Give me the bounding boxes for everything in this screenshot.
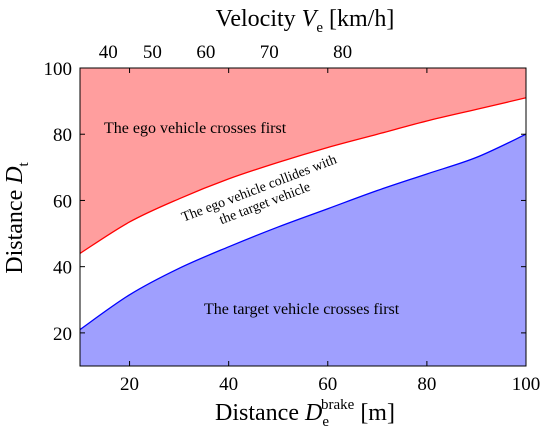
x-axis-title-sup: brake — [321, 397, 355, 413]
y-tick-label: 100 — [44, 59, 73, 80]
lower-boundary-curve — [79, 133, 527, 331]
y-tick-label: 40 — [53, 258, 72, 279]
top-axis-title-sub: e — [316, 20, 323, 36]
region-label-target: The target vehicle crosses first — [204, 301, 400, 318]
y-axis-title-symbol: D — [2, 166, 28, 184]
y-axis-title-sub: t — [16, 161, 32, 166]
top-tick-label: 70 — [260, 42, 279, 63]
upper-boundary-curve — [79, 97, 527, 254]
plot-area — [79, 68, 527, 366]
y-axis-title: Distance Dt — [2, 161, 32, 273]
top-tick-label: 60 — [196, 42, 215, 63]
top-axis-title-main: Velocity — [216, 6, 302, 32]
x-tick-label: 40 — [219, 374, 238, 395]
x-tick-label: 20 — [120, 374, 139, 395]
plot-frame — [79, 67, 527, 367]
top-tick-label: 40 — [99, 42, 118, 63]
x-tick-label: 60 — [318, 374, 337, 395]
y-tick-label: 80 — [53, 125, 72, 146]
x-tick-label: 80 — [417, 374, 436, 395]
x-tick-label: 100 — [512, 374, 541, 395]
y-axis-title-main: Distance — [2, 184, 28, 274]
x-axis-title: Distance Debrake [m] — [215, 397, 395, 430]
x-axis-title-symbol: D — [304, 400, 322, 426]
region-ego-crosses-first — [80, 68, 526, 254]
y-tick-label: 20 — [53, 324, 72, 345]
top-axis-ticks: 40 50 60 70 80 — [99, 42, 352, 63]
y-tick-label: 60 — [53, 191, 72, 212]
top-axis-title-symbol: V — [302, 6, 319, 32]
x-axis-title-unit: [m] — [354, 400, 395, 426]
region-label-ego: The ego vehicle crosses first — [104, 120, 287, 137]
y-axis-ticks: 20 40 60 80 100 — [44, 59, 526, 345]
top-tick-label: 80 — [333, 42, 352, 63]
top-tick-label: 50 — [143, 42, 162, 63]
x-axis-title-sub: e — [322, 414, 329, 430]
x-axis-title-main: Distance — [215, 400, 305, 426]
region-target-crosses-first — [80, 134, 526, 366]
top-axis-title-unit: [km/h] — [323, 6, 394, 32]
x-axis-ticks: 20 40 60 80 100 — [120, 68, 540, 395]
top-axis-title: Velocity Ve [km/h] — [216, 6, 395, 36]
